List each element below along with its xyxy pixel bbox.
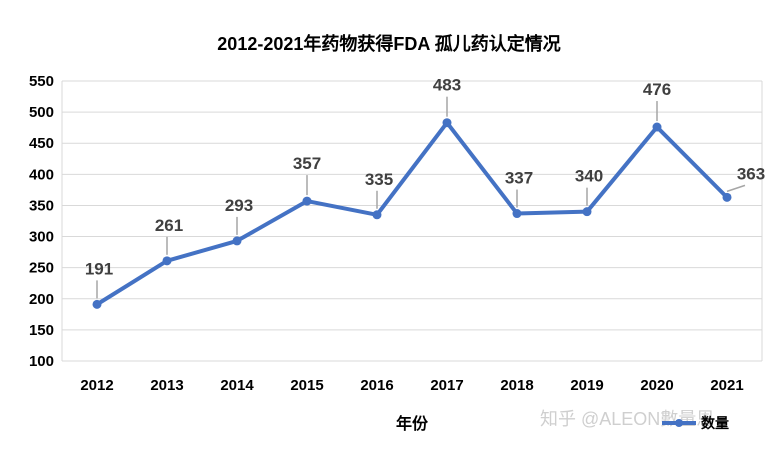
- data-label-2017: 483: [433, 76, 461, 95]
- legend-marker: [675, 419, 683, 427]
- x-tick-label-2018: 2018: [500, 377, 533, 394]
- data-labels: 191 261 293 357 335 483 337 340 476 363: [85, 76, 765, 299]
- data-point-2018: [512, 209, 522, 219]
- x-axis-ticks: 2012 2013 2014 2015 2016 2017 2018 2019 2020 2021: [80, 377, 743, 394]
- data-point-2016: [372, 210, 382, 220]
- data-point-2020: [652, 122, 662, 132]
- x-tick-label-2017: 2017: [430, 377, 463, 394]
- data-point-2013: [162, 256, 172, 266]
- data-point-2012: [92, 299, 102, 309]
- x-tick-label-2012: 2012: [80, 377, 113, 394]
- y-tick-label-400: 400: [29, 166, 54, 183]
- y-tick-label-500: 500: [29, 104, 54, 121]
- y-tick-label-550: 550: [29, 73, 54, 90]
- data-label-2021: 363: [737, 164, 765, 183]
- x-tick-label-2021: 2021: [710, 377, 743, 394]
- series-group: [92, 118, 732, 309]
- y-tick-label-100: 100: [29, 353, 54, 370]
- data-point-2019: [582, 207, 592, 217]
- data-label-2014: 293: [225, 196, 253, 215]
- leader-line-2021: [726, 184, 746, 193]
- data-label-2020: 476: [643, 80, 671, 99]
- data-label-2012: 191: [85, 259, 113, 278]
- data-point-2017: [442, 118, 452, 128]
- data-point-2021: [722, 192, 732, 202]
- data-point-2015: [302, 196, 312, 206]
- x-tick-label-2014: 2014: [220, 377, 254, 394]
- x-tick-label-2016: 2016: [360, 377, 393, 394]
- y-tick-label-350: 350: [29, 197, 54, 214]
- x-tick-label-2015: 2015: [290, 377, 323, 394]
- chart-title: 2012-2021年药物获得FDA 孤儿药认定情况: [217, 33, 560, 54]
- y-tick-label-250: 250: [29, 260, 54, 277]
- data-label-2016: 335: [365, 170, 393, 189]
- x-axis-title: 年份: [396, 414, 429, 433]
- legend: 数量: [662, 415, 729, 431]
- y-tick-label-300: 300: [29, 229, 54, 246]
- y-axis-ticks: 100 150 200 250 300 350 400 450 500 550: [29, 73, 54, 370]
- x-tick-label-2020: 2020: [640, 377, 673, 394]
- series-line-0: [95, 120, 729, 307]
- data-label-2019: 340: [575, 167, 603, 186]
- y-tick-label-200: 200: [29, 291, 54, 308]
- data-label-2018: 337: [505, 169, 533, 188]
- data-label-2013: 261: [155, 216, 183, 235]
- data-point-2014: [232, 236, 242, 246]
- watermark-text: 知乎 @ALEON數量恩: [540, 409, 714, 429]
- legend-label: 数量: [701, 415, 729, 431]
- x-tick-label-2013: 2013: [150, 377, 183, 394]
- y-tick-label-450: 450: [29, 135, 54, 152]
- grid-lines: [61, 80, 763, 362]
- x-tick-label-2019: 2019: [570, 377, 603, 394]
- data-label-2015: 357: [293, 154, 321, 173]
- y-tick-label-150: 150: [29, 322, 54, 339]
